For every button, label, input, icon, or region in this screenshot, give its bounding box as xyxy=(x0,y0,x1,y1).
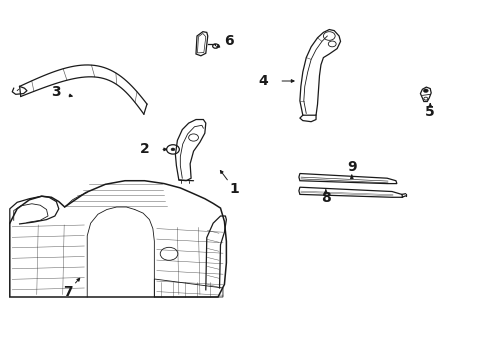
Circle shape xyxy=(423,89,428,93)
Text: 7: 7 xyxy=(63,285,73,298)
Circle shape xyxy=(171,148,175,151)
Text: 2: 2 xyxy=(140,143,149,156)
Text: 3: 3 xyxy=(51,85,61,99)
Text: 1: 1 xyxy=(229,182,239,196)
Text: 8: 8 xyxy=(321,191,331,205)
Text: 5: 5 xyxy=(425,105,435,118)
Text: 4: 4 xyxy=(259,74,269,88)
Text: 6: 6 xyxy=(224,35,234,48)
Text: 9: 9 xyxy=(347,161,357,174)
